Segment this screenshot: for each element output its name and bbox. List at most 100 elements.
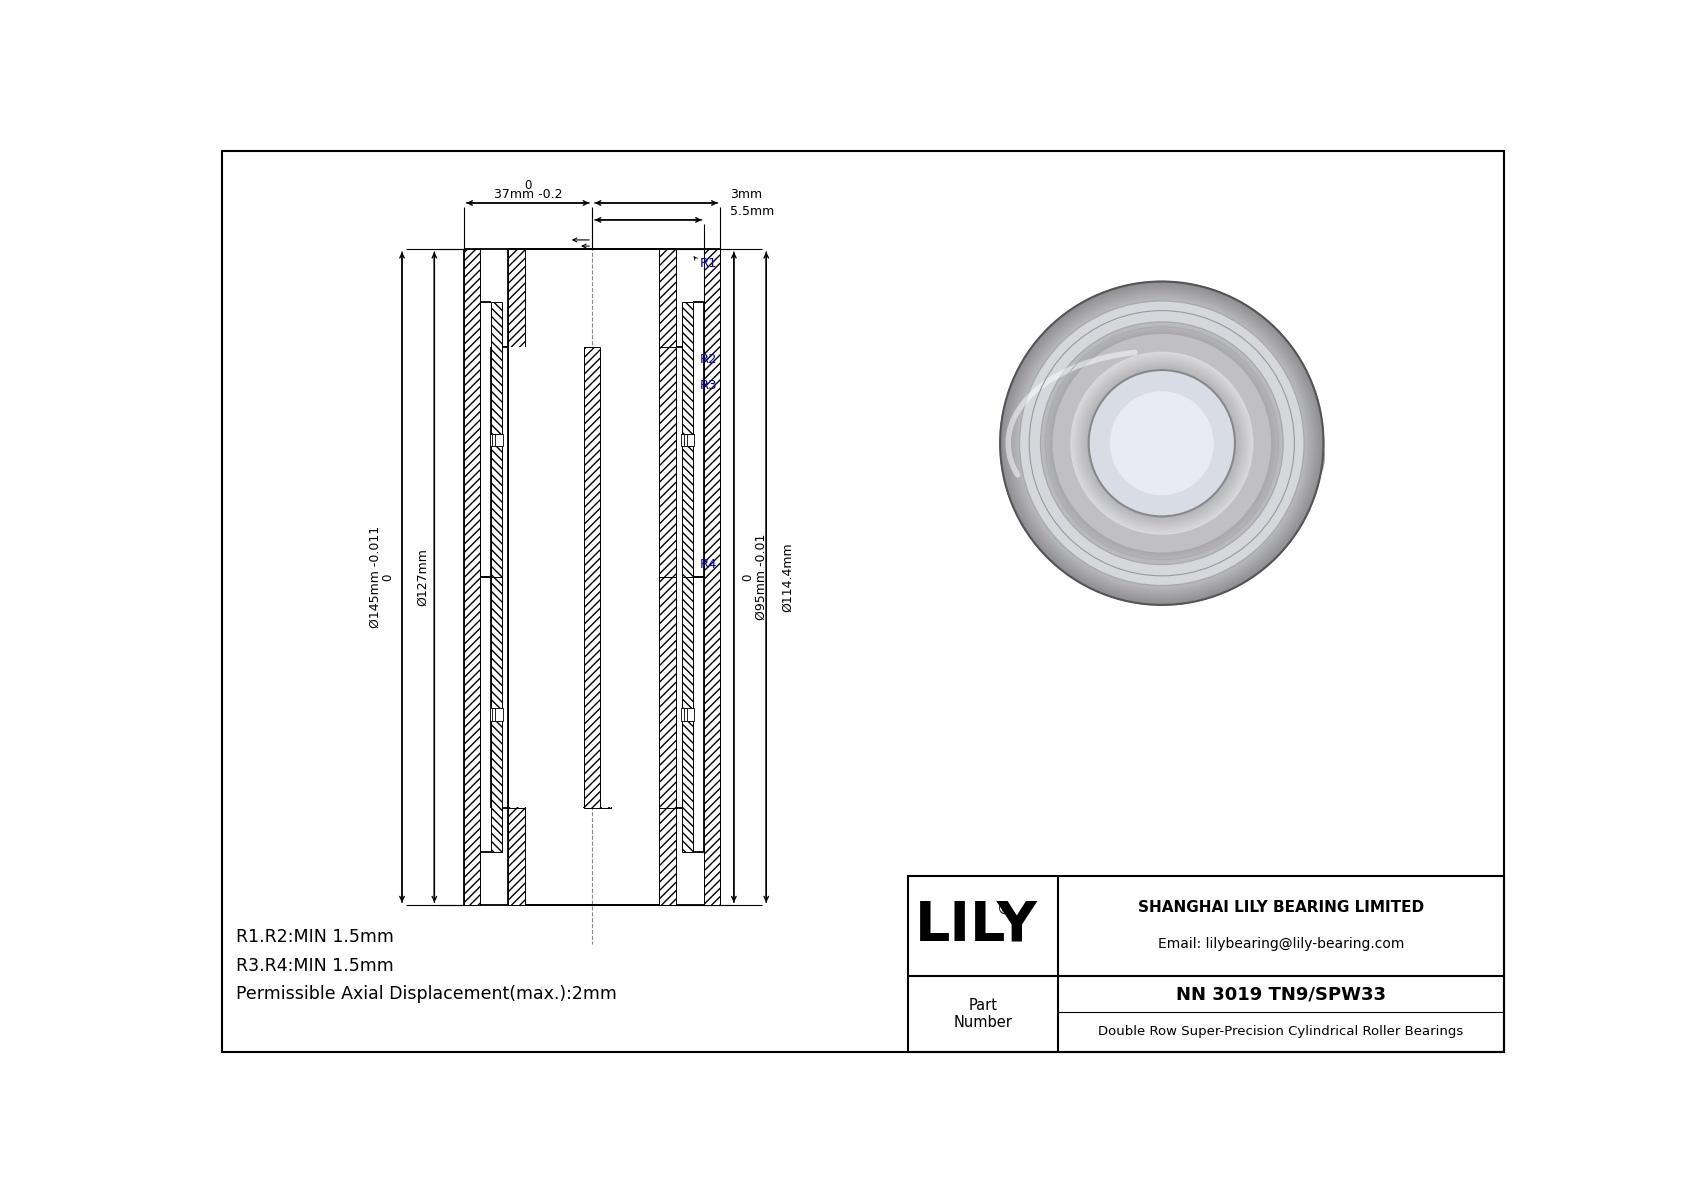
Text: 0: 0	[524, 179, 532, 192]
Circle shape	[1081, 362, 1243, 524]
Circle shape	[1027, 310, 1297, 578]
Circle shape	[1007, 288, 1317, 598]
Bar	[704, 249, 721, 905]
Circle shape	[1064, 345, 1260, 541]
Circle shape	[1088, 370, 1234, 517]
Circle shape	[1026, 307, 1298, 580]
Circle shape	[1059, 342, 1263, 545]
Bar	[682, 303, 694, 578]
Text: SHANGHAI LILY BEARING LIMITED: SHANGHAI LILY BEARING LIMITED	[1138, 900, 1425, 916]
Circle shape	[1042, 324, 1282, 563]
Bar	[509, 348, 625, 807]
Circle shape	[1046, 328, 1276, 559]
Circle shape	[1049, 330, 1275, 556]
Bar	[463, 249, 480, 905]
Circle shape	[1047, 329, 1276, 557]
Circle shape	[1027, 308, 1297, 579]
Circle shape	[1086, 368, 1238, 518]
Bar	[490, 578, 502, 852]
Circle shape	[1019, 300, 1305, 586]
Circle shape	[1032, 313, 1292, 573]
Circle shape	[1036, 317, 1288, 569]
Bar	[658, 578, 677, 807]
Text: 37mm -0.2: 37mm -0.2	[493, 188, 562, 200]
Text: LILY: LILY	[914, 899, 1037, 953]
Bar	[509, 807, 525, 905]
Circle shape	[1031, 312, 1293, 574]
Circle shape	[1046, 326, 1278, 560]
Circle shape	[1034, 314, 1290, 572]
Circle shape	[1002, 282, 1322, 604]
Bar	[687, 709, 694, 721]
Circle shape	[1017, 298, 1307, 588]
Bar	[682, 578, 694, 852]
Circle shape	[1083, 364, 1241, 522]
Circle shape	[1021, 301, 1303, 585]
Circle shape	[1066, 347, 1258, 540]
Text: Part
Number: Part Number	[953, 998, 1012, 1030]
Circle shape	[1084, 366, 1239, 520]
Circle shape	[1076, 357, 1248, 530]
Text: R3: R3	[699, 379, 717, 392]
Circle shape	[1111, 392, 1212, 494]
Circle shape	[1017, 299, 1305, 587]
Bar	[908, 875, 1504, 1052]
Circle shape	[1010, 292, 1314, 596]
Text: Ø114.4mm: Ø114.4mm	[781, 542, 795, 612]
Text: R1.R2:MIN 1.5mm: R1.R2:MIN 1.5mm	[236, 928, 394, 947]
Circle shape	[1061, 342, 1263, 544]
Text: Email: lilybearing@lily-bearing.com: Email: lilybearing@lily-bearing.com	[1157, 937, 1404, 950]
Bar	[584, 347, 600, 807]
Bar	[684, 434, 692, 445]
Circle shape	[1014, 295, 1308, 591]
Bar	[680, 434, 689, 445]
Circle shape	[1039, 320, 1285, 566]
Text: Permissible Axial Displacement(max.):2mm: Permissible Axial Displacement(max.):2mm	[236, 985, 616, 1003]
Circle shape	[1068, 349, 1256, 537]
Bar	[490, 709, 497, 721]
Circle shape	[1051, 332, 1273, 554]
Circle shape	[1044, 326, 1280, 561]
Bar	[495, 709, 504, 721]
Circle shape	[1086, 367, 1238, 519]
Bar	[684, 709, 692, 721]
Text: 5.5mm: 5.5mm	[729, 205, 775, 218]
Circle shape	[1056, 337, 1268, 549]
Text: NN 3019 TN9/SPW33: NN 3019 TN9/SPW33	[1175, 986, 1386, 1004]
Circle shape	[1079, 360, 1244, 526]
Circle shape	[1073, 354, 1251, 534]
Circle shape	[1063, 343, 1261, 543]
Circle shape	[1015, 297, 1308, 590]
Text: R1: R1	[699, 257, 717, 270]
Circle shape	[1083, 363, 1241, 523]
Circle shape	[1074, 356, 1250, 531]
Circle shape	[1000, 281, 1324, 605]
Bar	[680, 709, 689, 721]
Circle shape	[1058, 339, 1266, 548]
Circle shape	[1041, 323, 1283, 565]
Circle shape	[1024, 305, 1300, 581]
Circle shape	[1056, 338, 1266, 549]
Circle shape	[1037, 318, 1287, 568]
Text: ®: ®	[997, 902, 1012, 917]
Bar	[658, 249, 677, 347]
Text: R4: R4	[699, 557, 717, 570]
Circle shape	[1069, 350, 1255, 536]
Circle shape	[1088, 369, 1236, 517]
Text: 3mm: 3mm	[729, 188, 761, 200]
Bar	[492, 434, 500, 445]
Text: 0: 0	[741, 574, 754, 581]
Text: Ø145mm -0.011: Ø145mm -0.011	[369, 526, 382, 629]
Circle shape	[1076, 357, 1248, 529]
Bar	[658, 807, 677, 905]
Bar	[490, 303, 502, 578]
Circle shape	[1005, 286, 1319, 600]
Circle shape	[1005, 287, 1319, 599]
Bar	[490, 434, 497, 445]
Text: Ø95mm -0.01: Ø95mm -0.01	[754, 534, 768, 621]
Circle shape	[1009, 291, 1315, 596]
Bar	[509, 249, 525, 347]
Text: R3.R4:MIN 1.5mm: R3.R4:MIN 1.5mm	[236, 956, 394, 974]
Circle shape	[1010, 293, 1312, 594]
Circle shape	[1052, 333, 1271, 553]
